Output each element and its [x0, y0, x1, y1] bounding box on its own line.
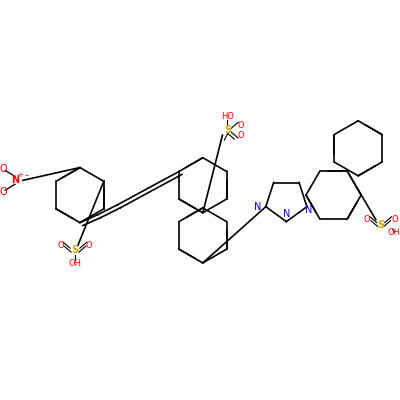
Text: N: N — [254, 202, 262, 212]
Text: OH: OH — [68, 259, 82, 268]
Text: O: O — [238, 131, 244, 140]
Text: HO: HO — [221, 112, 234, 121]
Text: OH: OH — [388, 228, 400, 237]
Text: N: N — [305, 205, 312, 215]
Text: O: O — [58, 241, 64, 250]
Text: O: O — [364, 215, 370, 224]
Text: O: O — [86, 241, 92, 250]
Text: O: O — [391, 215, 398, 224]
Text: O: O — [0, 187, 7, 197]
Text: N: N — [11, 175, 19, 185]
Text: S: S — [377, 220, 384, 230]
Text: O: O — [238, 121, 244, 130]
Text: N: N — [283, 209, 290, 219]
Text: S: S — [72, 245, 78, 255]
Text: +: + — [17, 172, 23, 178]
Text: S: S — [224, 125, 231, 135]
Text: -: - — [25, 170, 29, 180]
Text: O: O — [0, 164, 7, 174]
